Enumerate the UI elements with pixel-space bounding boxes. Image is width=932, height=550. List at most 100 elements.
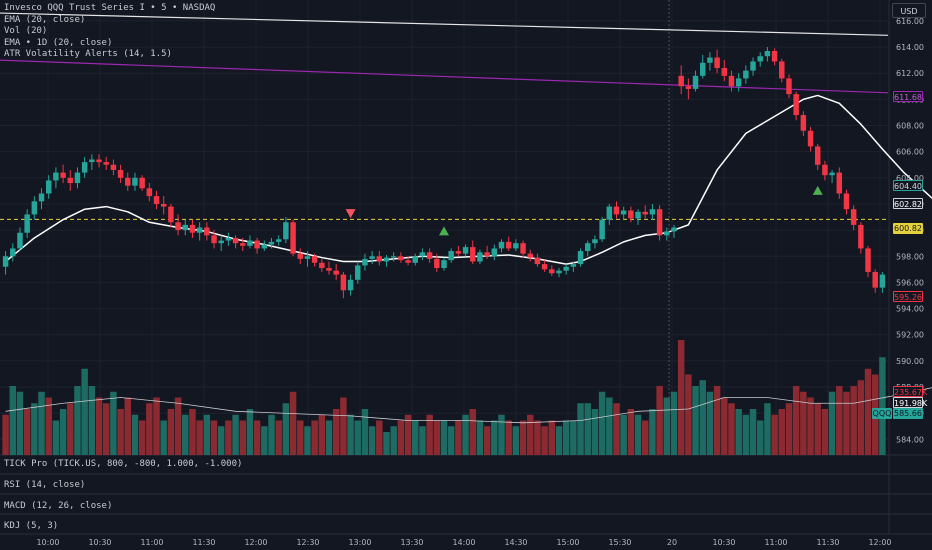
volume-bar bbox=[74, 386, 81, 455]
volume-bar bbox=[318, 414, 326, 455]
candle-body bbox=[664, 231, 670, 236]
candle-body bbox=[836, 172, 843, 194]
legend-vol[interactable]: Vol (20) bbox=[4, 26, 48, 36]
candle-body bbox=[850, 209, 857, 225]
volume-bar bbox=[146, 403, 153, 455]
volume-bar bbox=[332, 409, 340, 455]
volume-bar bbox=[843, 391, 850, 455]
volume-bar bbox=[232, 414, 239, 455]
symbol-price-tag: 585.66 bbox=[893, 408, 923, 419]
atr-down-marker[interactable] bbox=[345, 209, 356, 219]
red-price-tag: 595.26 bbox=[893, 291, 923, 302]
pane-macd-label[interactable]: MACD (12, 26, close) bbox=[4, 501, 113, 511]
candle-body bbox=[786, 78, 792, 95]
volume-bar bbox=[756, 420, 764, 455]
x-tick-label: 14:30 bbox=[504, 538, 527, 547]
legend-ema-1d[interactable]: EMA • 1D (20, close) bbox=[4, 37, 113, 48]
volume-bar bbox=[376, 420, 383, 455]
ema-1d-line[interactable] bbox=[0, 59, 889, 94]
volume-bar bbox=[864, 368, 872, 455]
ema-line[interactable] bbox=[5, 94, 932, 265]
volume-bar bbox=[67, 403, 74, 455]
x-tick-label: 12:00 bbox=[244, 538, 267, 547]
candle-body bbox=[858, 224, 864, 249]
volume-bar bbox=[548, 420, 556, 455]
y-tick-label: 614.00 bbox=[896, 43, 924, 52]
legend-ema[interactable]: EMA (20, close) bbox=[4, 14, 86, 25]
volume-bar bbox=[491, 420, 498, 455]
volume-bar bbox=[412, 420, 419, 455]
volume-bar bbox=[476, 420, 484, 455]
volume-bar bbox=[527, 414, 534, 455]
volume-bar bbox=[45, 397, 52, 455]
candle-body bbox=[563, 266, 569, 271]
candle-body bbox=[218, 240, 224, 244]
candle-body bbox=[613, 206, 620, 215]
volume-bar bbox=[59, 409, 67, 455]
volume-bar bbox=[189, 409, 196, 455]
volume-bar bbox=[685, 374, 692, 455]
volume-ma-line bbox=[5, 387, 932, 424]
volume-bar bbox=[124, 397, 132, 455]
candle-body bbox=[53, 172, 59, 181]
volume-bar bbox=[498, 414, 505, 455]
candle-body bbox=[60, 172, 66, 178]
volume-bar bbox=[706, 391, 714, 455]
trend-line-white[interactable] bbox=[0, 12, 889, 36]
pane-tick-label[interactable]: TICK Pro (TICK.US, 800, -800, 1.000, -1.… bbox=[4, 459, 243, 469]
candle-body bbox=[24, 214, 30, 233]
volume-bar bbox=[764, 403, 771, 455]
legend-symbol[interactable]: Invesco QQQ Trust Series I • 5 • NASDAQ bbox=[4, 3, 216, 13]
candle-body bbox=[671, 227, 677, 232]
x-tick-label: 10:30 bbox=[88, 538, 111, 547]
volume-bar bbox=[88, 386, 96, 455]
volume-bar bbox=[268, 414, 275, 455]
chart-legend: Invesco QQQ Trust Series I • 5 • NASDAQ … bbox=[4, 3, 215, 61]
volume-bar bbox=[196, 420, 203, 455]
candle-body bbox=[31, 201, 38, 215]
x-tick-label: 20 bbox=[667, 538, 677, 547]
candle-body bbox=[211, 235, 217, 244]
candle-body bbox=[692, 75, 699, 89]
volume-bar bbox=[512, 426, 520, 455]
candle-body bbox=[649, 209, 656, 215]
pane-kdj-label[interactable]: KDJ (5, 3) bbox=[4, 521, 59, 531]
volume-bar bbox=[800, 391, 807, 455]
volume-bar bbox=[663, 397, 671, 455]
candle-body bbox=[390, 256, 397, 258]
candle-body bbox=[254, 240, 260, 249]
candle-body bbox=[81, 162, 88, 173]
pane-rsi-label[interactable]: RSI (14, close) bbox=[4, 480, 86, 490]
candle-body bbox=[175, 222, 181, 231]
candle-body bbox=[721, 67, 728, 76]
volume-bar bbox=[426, 414, 433, 455]
volume-bar bbox=[297, 420, 304, 455]
volume-bar bbox=[217, 426, 225, 455]
candle-body bbox=[2, 256, 9, 267]
volume-bar bbox=[131, 414, 139, 455]
candle-body bbox=[117, 169, 124, 178]
candle-body bbox=[74, 172, 81, 184]
volume-bar bbox=[433, 420, 441, 455]
volume-bar bbox=[469, 409, 476, 455]
atr-up-marker[interactable] bbox=[812, 185, 823, 195]
candle-body bbox=[707, 57, 713, 63]
dashed-level-tag: 600.82 bbox=[893, 223, 923, 234]
candle-body bbox=[146, 188, 153, 197]
candle-body bbox=[757, 56, 763, 62]
volume-bar bbox=[462, 414, 469, 455]
volume-bar bbox=[9, 386, 17, 455]
legend-atr[interactable]: ATR Volatility Alerts (14, 1.5) bbox=[4, 49, 172, 59]
candle-body bbox=[434, 258, 440, 269]
currency-button[interactable]: USD bbox=[892, 3, 926, 18]
atr-up-marker[interactable] bbox=[439, 226, 449, 236]
volume-bar bbox=[289, 391, 297, 455]
candle-body bbox=[570, 264, 577, 267]
candle-body bbox=[620, 210, 627, 215]
volume-bar bbox=[81, 368, 88, 455]
volume-bar bbox=[749, 409, 757, 455]
volume-bar bbox=[807, 397, 814, 455]
